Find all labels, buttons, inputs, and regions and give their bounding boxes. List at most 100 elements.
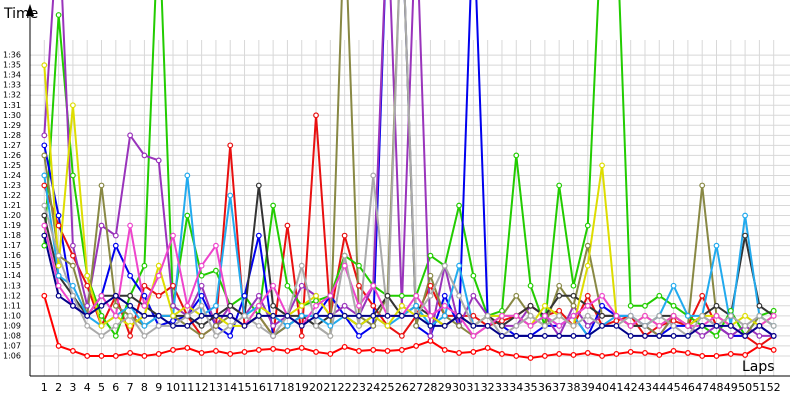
point-marker xyxy=(427,338,434,344)
y-tick-label: 1:08 xyxy=(3,331,21,340)
x-tick-label: 50 xyxy=(738,381,752,394)
y-tick-label: 1:33 xyxy=(3,81,21,90)
point-marker xyxy=(370,347,377,353)
point-marker xyxy=(699,182,706,189)
series-line xyxy=(43,235,775,338)
point-marker xyxy=(656,322,663,329)
point-marker xyxy=(413,302,420,309)
x-tick-label: 17 xyxy=(266,381,280,394)
point-marker xyxy=(356,312,362,319)
point-marker xyxy=(112,242,119,249)
point-marker xyxy=(556,292,563,299)
point-marker xyxy=(213,322,219,329)
point-marker xyxy=(513,152,520,159)
point-marker xyxy=(570,352,577,358)
point-marker xyxy=(141,282,148,289)
point-marker xyxy=(599,353,605,359)
point-marker xyxy=(313,297,319,304)
point-marker xyxy=(427,312,434,319)
point-marker xyxy=(112,332,119,339)
point-marker xyxy=(441,347,448,353)
point-marker xyxy=(356,262,362,269)
point-marker xyxy=(227,351,234,357)
point-marker xyxy=(513,322,520,329)
point-marker xyxy=(313,112,319,119)
point-marker xyxy=(127,302,134,309)
point-marker xyxy=(84,282,91,289)
point-marker xyxy=(470,272,477,279)
point-marker xyxy=(55,272,62,279)
point-marker xyxy=(198,332,205,339)
point-marker xyxy=(198,282,205,289)
y-axis-arrow xyxy=(26,4,34,16)
x-tick-label: 3 xyxy=(69,381,76,394)
point-marker xyxy=(70,302,76,309)
point-marker xyxy=(41,152,48,159)
point-marker xyxy=(599,302,605,309)
point-marker xyxy=(112,302,119,309)
point-marker xyxy=(556,312,563,319)
x-tick-label: 34 xyxy=(509,381,523,394)
point-marker xyxy=(198,272,205,279)
series-line xyxy=(43,295,774,359)
point-marker xyxy=(584,222,591,229)
point-marker xyxy=(341,262,348,269)
point-marker xyxy=(670,302,677,309)
point-marker xyxy=(41,292,48,299)
point-marker xyxy=(84,312,91,319)
x-tick-label: 20 xyxy=(309,381,323,394)
point-marker xyxy=(98,322,105,329)
x-tick-label: 39 xyxy=(581,381,595,394)
point-marker xyxy=(556,282,563,289)
point-marker xyxy=(356,282,362,289)
x-tick-label: 1 xyxy=(41,381,48,394)
point-marker xyxy=(642,350,648,356)
x-tick-label: 36 xyxy=(538,381,552,394)
point-marker xyxy=(255,302,262,309)
point-marker xyxy=(384,312,391,319)
y-tick-label: 1:23 xyxy=(3,181,21,190)
point-marker xyxy=(41,62,48,69)
x-tick-label: 9 xyxy=(155,381,162,394)
plot-area xyxy=(41,0,777,361)
point-marker xyxy=(170,232,176,239)
point-marker xyxy=(556,182,563,189)
point-marker xyxy=(584,350,591,356)
point-marker xyxy=(70,242,76,249)
y-tick-label: 1:31 xyxy=(3,101,21,110)
point-marker xyxy=(313,292,319,299)
y-tick-label: 1:26 xyxy=(3,151,21,160)
point-marker xyxy=(370,282,377,289)
point-marker xyxy=(527,355,534,361)
y-tick-label: 1:20 xyxy=(3,211,21,220)
point-marker xyxy=(556,322,563,329)
x-tick-label: 31 xyxy=(466,381,480,394)
point-marker xyxy=(527,322,534,329)
point-marker xyxy=(241,292,248,299)
point-marker xyxy=(484,322,491,329)
point-marker xyxy=(127,272,134,279)
point-marker xyxy=(398,347,405,353)
point-marker xyxy=(456,292,462,299)
point-marker xyxy=(298,302,305,309)
series-line xyxy=(43,0,775,339)
point-marker xyxy=(127,292,134,299)
point-marker xyxy=(284,312,291,319)
point-marker xyxy=(756,322,763,329)
x-tick-label: 22 xyxy=(338,381,352,394)
point-marker xyxy=(384,292,391,299)
point-marker xyxy=(270,322,277,329)
point-marker xyxy=(642,332,648,339)
point-marker xyxy=(170,282,176,289)
y-tick-label: 1:32 xyxy=(3,91,21,100)
point-marker xyxy=(742,232,748,239)
point-marker xyxy=(556,307,563,314)
point-marker xyxy=(613,312,620,319)
point-marker xyxy=(713,302,720,309)
point-marker xyxy=(127,350,134,356)
point-marker xyxy=(198,302,205,309)
point-marker xyxy=(270,302,277,309)
x-tick-label: 16 xyxy=(252,381,266,394)
point-marker xyxy=(170,312,176,319)
point-marker xyxy=(727,351,734,357)
